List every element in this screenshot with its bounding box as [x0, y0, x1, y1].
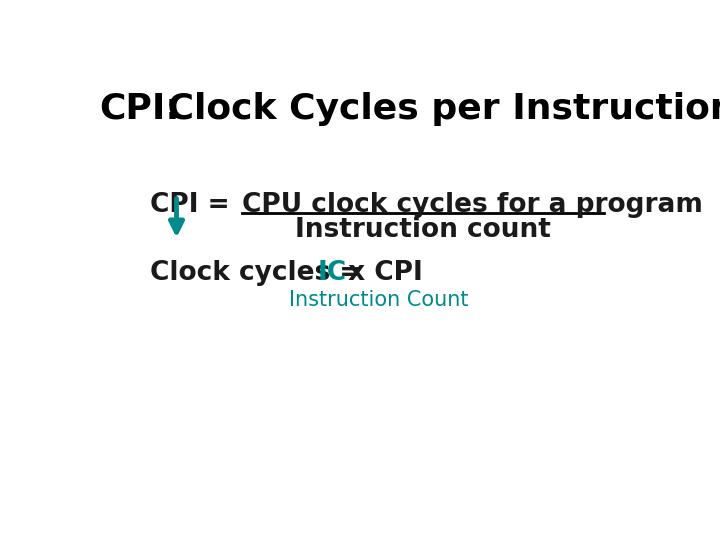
Text: Clock cycles =: Clock cycles =	[150, 260, 370, 286]
Text: Instruction count: Instruction count	[295, 217, 551, 243]
Text: Instruction Count: Instruction Count	[289, 291, 469, 310]
Text: x CPI: x CPI	[339, 260, 423, 286]
Text: CPI =: CPI =	[150, 192, 238, 218]
Text: Clock Cycles per Instruction: Clock Cycles per Instruction	[155, 92, 720, 126]
Text: CPU clock cycles for a program: CPU clock cycles for a program	[242, 192, 703, 218]
Text: IC: IC	[318, 260, 346, 286]
Text: CPI:: CPI:	[99, 92, 180, 126]
